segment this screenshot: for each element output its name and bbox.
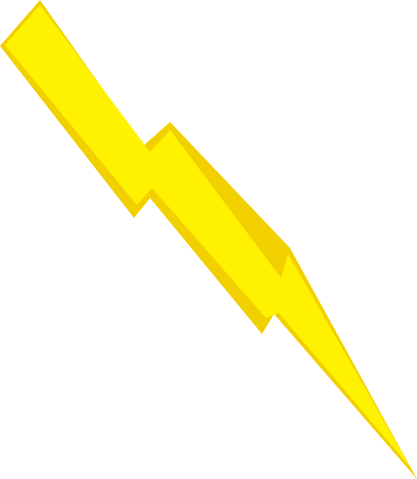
bolt-face-shape [5,5,411,468]
